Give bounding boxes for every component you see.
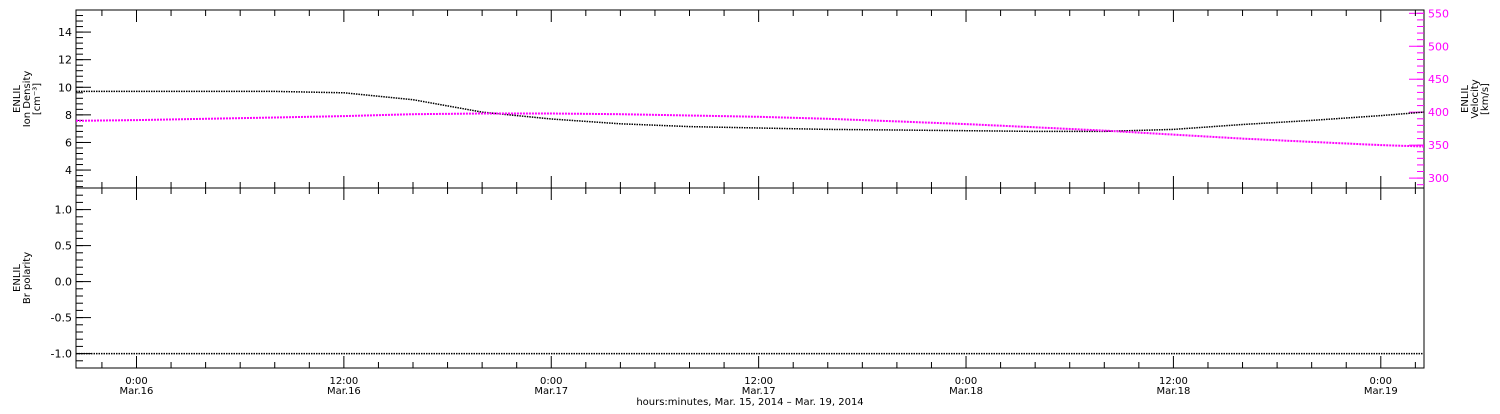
x-axis-title: hours:minutes, Mar. 15, 2014 – Mar. 19, …	[636, 397, 863, 408]
left-tick-label: 8	[65, 109, 72, 122]
x-tick-date-label: Mar.19	[1364, 386, 1398, 397]
left-tick-label: 12	[58, 54, 72, 67]
x-tick-date-label: Mar.18	[949, 386, 983, 397]
right-tick-label: 300	[1428, 172, 1449, 185]
x-tick-time-label: 12:00	[744, 376, 773, 387]
right-axis-label-line: [km/s]	[1480, 83, 1491, 115]
left-tick-label: 14	[58, 26, 72, 39]
left-tick-label: -0.5	[51, 312, 72, 325]
left-axis-label: ENLIL Br polarity	[12, 252, 33, 304]
left-tick-label: 10	[58, 81, 72, 94]
x-tick-time-label: 0:00	[540, 376, 562, 387]
left-axis-label-line: ENLIL	[12, 264, 23, 292]
left-tick-label: 6	[65, 136, 72, 149]
x-tick-date-label: Mar.18	[1156, 386, 1190, 397]
series-line-right	[75, 112, 1425, 148]
left-axis-label: ENLIL Ion Density [cm⁻³]	[12, 71, 43, 128]
right-axis-label-line: Velocity	[1470, 79, 1481, 118]
left-tick-label: -1.0	[51, 348, 72, 361]
x-tick-date-label: Mar.16	[120, 386, 154, 397]
left-axis-label-line: Ion Density	[22, 71, 33, 128]
x-tick-date-label: Mar.17	[534, 386, 568, 397]
x-tick-time-label: 0:00	[1370, 376, 1392, 387]
panel-bottom: -1.0 -0.5 0.0 0.5 1.0 ENLIL Br polarity	[12, 187, 1425, 369]
left-tick-label: 0.0	[55, 276, 73, 289]
right-tick-label: 400	[1428, 106, 1449, 119]
x-tick-time-label: 0:00	[125, 376, 147, 387]
x-tick-time-label: 12:00	[1159, 376, 1188, 387]
plot-frame	[75, 187, 1425, 369]
left-axis-label-line: ENLIL	[12, 85, 23, 113]
left-tick-label: 0.5	[55, 240, 73, 253]
series-line-left	[76, 90, 1425, 133]
left-axis-label-line: Br polarity	[22, 252, 33, 304]
x-tick-time-label: 12:00	[329, 376, 358, 387]
left-axis-label-line: [cm⁻³]	[32, 83, 43, 115]
x-tick-date-label: Mar.16	[327, 386, 361, 397]
right-tick-label: 350	[1428, 139, 1449, 152]
right-axis-label-line: ENLIL	[1460, 85, 1471, 113]
x-tick-time-label: 0:00	[955, 376, 977, 387]
right-tick-label: 500	[1428, 40, 1449, 53]
right-tick-label: 450	[1428, 73, 1449, 86]
left-tick-label: 4	[65, 164, 72, 177]
plot-frame	[75, 9, 1425, 189]
left-tick-label: 1.0	[55, 204, 73, 217]
right-axis-label: ENLIL Velocity [km/s]	[1460, 79, 1491, 118]
right-tick-label: 550	[1428, 7, 1449, 20]
x-tick-date-label: Mar.17	[742, 386, 776, 397]
